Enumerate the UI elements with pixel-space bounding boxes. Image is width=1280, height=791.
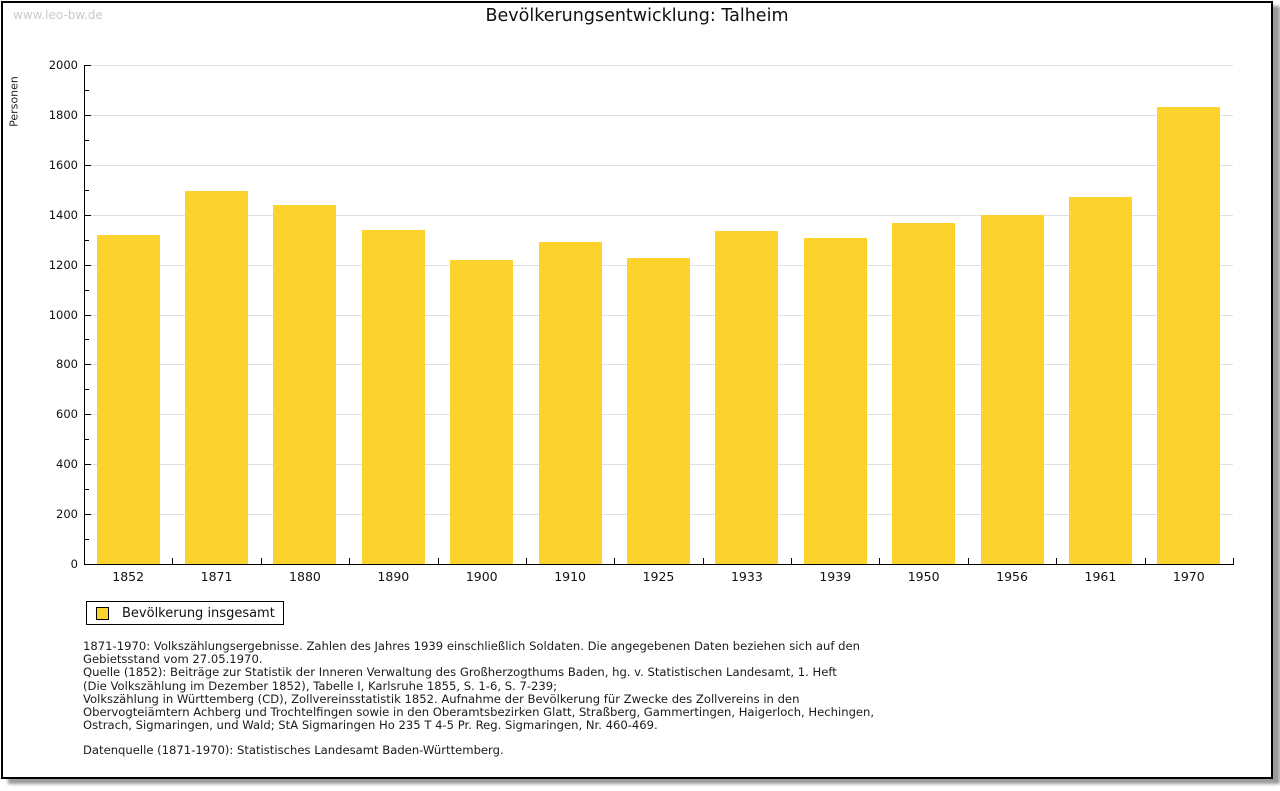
y-gridline bbox=[84, 214, 1233, 216]
x-boundary-tick bbox=[349, 558, 351, 564]
bar-1880 bbox=[273, 204, 337, 564]
y-tick-label: 800 bbox=[56, 357, 78, 372]
y-tick-label: 1400 bbox=[48, 207, 78, 222]
y-major-tick bbox=[85, 414, 91, 416]
x-axis-line bbox=[84, 564, 1234, 565]
x-boundary-tick bbox=[260, 558, 262, 564]
y-tick-label: 1600 bbox=[48, 157, 78, 172]
x-boundary-tick bbox=[525, 558, 527, 564]
y-minor-tick bbox=[85, 289, 89, 291]
footnote-line: Gebietsstand vom 27.05.1970. bbox=[83, 652, 263, 667]
x-boundary-tick bbox=[1056, 558, 1058, 564]
x-boundary-tick bbox=[791, 558, 793, 564]
x-boundary-tick bbox=[879, 558, 881, 564]
y-major-tick bbox=[85, 214, 91, 216]
y-tick-label: 400 bbox=[56, 457, 78, 472]
footnote-line: Ostrach, Sigmaringen, und Wald; StA Sigm… bbox=[83, 718, 658, 733]
y-tick-label: 200 bbox=[56, 507, 78, 522]
footnote-line: Obervogteiämtern Achberg und Trochtelfin… bbox=[83, 705, 875, 720]
y-gridline bbox=[84, 65, 1233, 66]
x-tick-label-1933: 1933 bbox=[730, 569, 763, 584]
bar-1961 bbox=[1068, 197, 1132, 564]
bar-1933 bbox=[715, 230, 779, 564]
x-tick-label-1925: 1925 bbox=[642, 569, 675, 584]
bar-1910 bbox=[538, 242, 602, 564]
legend-label: Bevölkerung insgesamt bbox=[122, 605, 275, 621]
x-tick-label-1910: 1910 bbox=[554, 569, 587, 584]
y-major-tick bbox=[85, 364, 91, 366]
bar-1950 bbox=[892, 223, 956, 564]
x-boundary-tick bbox=[614, 558, 616, 564]
x-tick-label-1939: 1939 bbox=[819, 569, 852, 584]
y-tick-label: 1200 bbox=[48, 257, 78, 272]
x-tick-label-1852: 1852 bbox=[112, 569, 145, 584]
y-gridline bbox=[84, 164, 1233, 166]
footnote-line: Volkszählung in Württemberg (CD), Zollve… bbox=[83, 691, 800, 706]
x-boundary-tick bbox=[172, 558, 174, 564]
x-tick-label-1961: 1961 bbox=[1084, 569, 1117, 584]
x-boundary-tick bbox=[967, 558, 969, 564]
bar-1925 bbox=[627, 258, 690, 564]
y-major-tick bbox=[85, 514, 91, 516]
x-end-tick bbox=[1233, 558, 1234, 564]
bar-1939 bbox=[803, 238, 867, 564]
datasource-line: Datenquelle (1871-1970): Statistisches L… bbox=[83, 743, 504, 757]
chart-title: Bevölkerungsentwicklung: Talheim bbox=[485, 6, 789, 26]
y-major-tick bbox=[85, 114, 91, 116]
y-minor-tick bbox=[85, 489, 89, 491]
footnotes-block: 1871-1970: Volkszählungsergebnisse. Zahl… bbox=[83, 639, 1243, 733]
y-minor-tick bbox=[85, 389, 89, 391]
x-tick-label-1871: 1871 bbox=[200, 569, 233, 584]
y-major-tick bbox=[85, 164, 91, 166]
y-minor-tick bbox=[85, 239, 89, 241]
y-minor-tick bbox=[85, 439, 89, 441]
chart-page-frame: www.leo-bw.de Bevölkerungsentwicklung: T… bbox=[1, 1, 1273, 779]
x-tick-label-1880: 1880 bbox=[289, 569, 321, 584]
y-minor-tick bbox=[85, 539, 89, 541]
x-tick-label-1890: 1890 bbox=[377, 569, 410, 584]
y-major-tick bbox=[85, 65, 91, 66]
y-axis-line bbox=[84, 65, 85, 564]
y-minor-tick bbox=[85, 189, 89, 191]
footnote-line: (Die Volkszählung im Dezember 1852), Tab… bbox=[83, 678, 558, 693]
bar-1871 bbox=[185, 190, 249, 564]
y-tick-label: 0 bbox=[70, 557, 78, 571]
footnote-line: Quelle (1852): Beiträge zur Statistik de… bbox=[83, 665, 837, 680]
y-tick-label: 1000 bbox=[48, 307, 78, 322]
bar-1956 bbox=[980, 214, 1044, 564]
x-boundary-tick bbox=[702, 558, 704, 564]
y-tick-label: 600 bbox=[56, 407, 78, 422]
legend-box: Bevölkerung insgesamt bbox=[86, 601, 284, 625]
site-watermark: www.leo-bw.de bbox=[13, 8, 103, 22]
y-gridline bbox=[84, 114, 1233, 116]
y-minor-tick bbox=[85, 139, 89, 141]
y-minor-tick bbox=[85, 89, 89, 91]
y-major-tick bbox=[85, 314, 91, 316]
y-minor-tick bbox=[85, 339, 89, 341]
y-major-tick bbox=[85, 264, 91, 266]
y-tick-label: 1800 bbox=[48, 107, 78, 122]
y-tick-label: 2000 bbox=[48, 58, 78, 72]
x-boundary-tick bbox=[1144, 558, 1146, 564]
x-tick-label-1950: 1950 bbox=[907, 569, 940, 584]
x-tick-label-1970: 1970 bbox=[1172, 569, 1205, 584]
x-tick-label-1956: 1956 bbox=[996, 569, 1028, 584]
y-major-tick bbox=[85, 464, 91, 466]
bar-1970 bbox=[1157, 107, 1221, 564]
bar-1852 bbox=[96, 234, 160, 564]
x-boundary-tick bbox=[437, 558, 439, 564]
bar-1890 bbox=[361, 229, 425, 564]
bar-chart: 0 200 400 600 800 1000 1200 1400 1600 1800 2000 185… bbox=[3, 3, 1271, 777]
bar-1900 bbox=[450, 259, 514, 564]
x-tick-label-1900: 1900 bbox=[465, 569, 498, 584]
legend-swatch-yellow bbox=[96, 606, 109, 620]
footnote-line: 1871-1970: Volkszählungsergebnisse. Zahl… bbox=[83, 639, 860, 653]
